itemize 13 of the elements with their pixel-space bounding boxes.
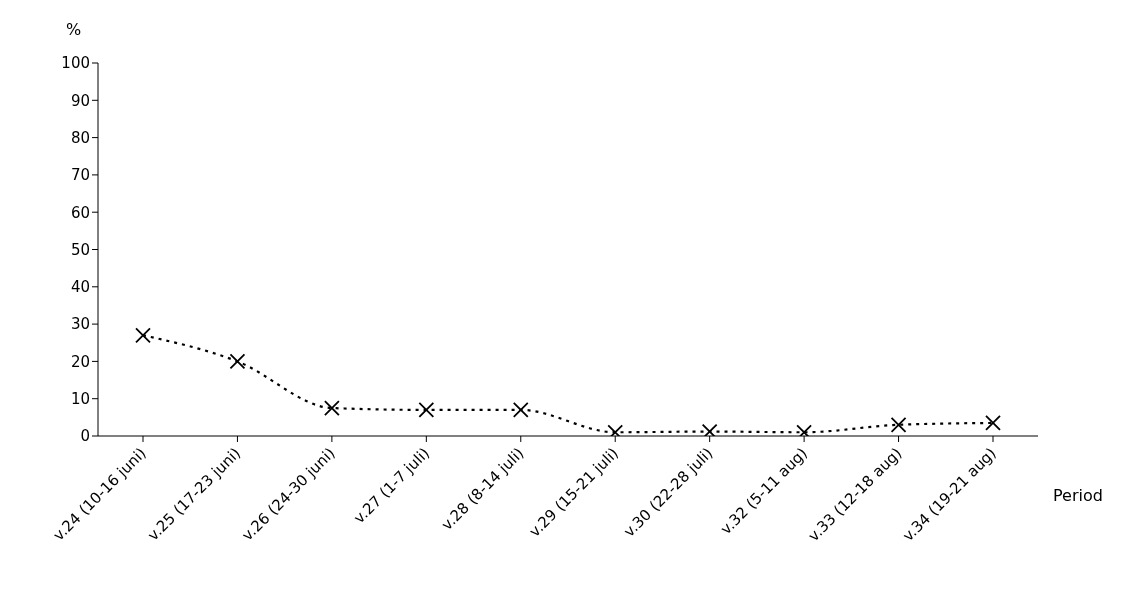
y-tick-label: 60 (70, 203, 90, 222)
y-tick-label: 0 (80, 427, 90, 446)
y-tick-label: 10 (70, 390, 90, 409)
x-axis-title: Period (1053, 486, 1103, 505)
y-tick-label: 40 (70, 278, 90, 297)
y-tick-label: 70 (70, 166, 90, 185)
y-tick-label: 30 (70, 315, 90, 334)
y-axis-title: % (66, 20, 82, 39)
y-tick-label: 90 (70, 91, 90, 110)
y-tick-label: 100 (61, 54, 90, 73)
y-tick-label: 20 (70, 352, 90, 371)
y-tick-label: 50 (70, 240, 90, 259)
y-tick-label: 80 (70, 128, 90, 147)
